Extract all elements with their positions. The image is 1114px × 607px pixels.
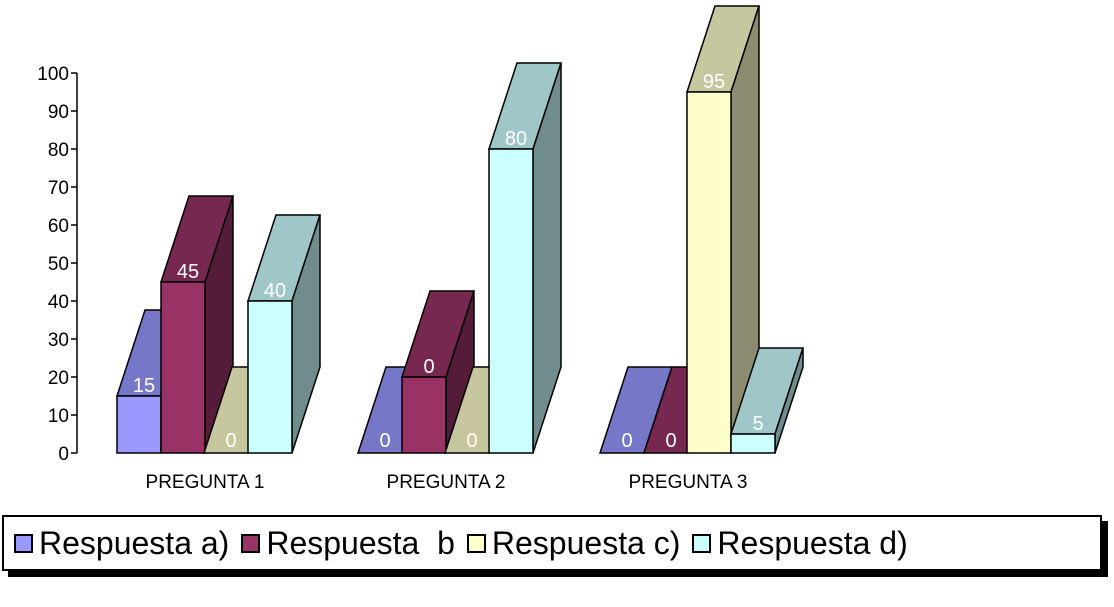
legend-swatch-respuesta-a bbox=[14, 533, 33, 553]
data-label: 0 bbox=[379, 430, 390, 452]
legend-swatch-respuesta-c bbox=[466, 533, 486, 553]
data-label: 80 bbox=[505, 128, 527, 150]
data-label: 0 bbox=[423, 356, 434, 378]
legend-label-respuesta-c: Respuesta c) bbox=[491, 524, 681, 561]
legend-item-respuesta-a: Respuesta a) bbox=[14, 525, 229, 562]
x-axis-labels: PREGUNTA 1 PREGUNTA 2 PREGUNTA 3 bbox=[146, 472, 748, 493]
legend-swatch-respuesta-b bbox=[241, 533, 261, 553]
bar-front-face bbox=[247, 300, 293, 454]
bar bbox=[685, 5, 761, 454]
data-label: 5 bbox=[752, 413, 763, 435]
y-tick-label: 100 bbox=[37, 64, 69, 85]
data-label: 45 bbox=[177, 261, 199, 283]
data-label: 0 bbox=[225, 430, 236, 452]
data-labels: 15 45 0 40 0 0 0 80 0 0 95 5 bbox=[133, 71, 764, 452]
legend-item-respuesta-b: Respuesta b bbox=[241, 525, 455, 562]
bar-front-face bbox=[116, 395, 162, 454]
bar bbox=[159, 195, 235, 454]
legend-label-respuesta-b: Respuesta b bbox=[266, 524, 455, 561]
y-tick-label: 10 bbox=[48, 406, 69, 427]
data-label: 95 bbox=[703, 71, 725, 93]
bar-chart: 0 10 20 30 40 50 60 70 80 90 100 15 45 0 40 0 0 0 80 0 0 95 5… bbox=[37, 5, 805, 493]
data-label: 0 bbox=[466, 430, 477, 452]
data-label: 40 bbox=[264, 280, 286, 302]
bars bbox=[115, 5, 805, 454]
legend-label-respuesta-d: Respuesta d) bbox=[717, 524, 908, 561]
bar-front-face bbox=[401, 376, 447, 454]
bar bbox=[487, 62, 563, 454]
legend-label-respuesta-a: Respuesta a) bbox=[39, 524, 230, 561]
bar bbox=[400, 290, 476, 454]
x-tick-label: PREGUNTA 1 bbox=[146, 472, 265, 493]
data-label: 15 bbox=[133, 375, 155, 397]
legend-item-respuesta-d: Respuesta d) bbox=[692, 524, 908, 562]
data-label: 0 bbox=[621, 430, 632, 452]
bar-front-face bbox=[686, 91, 732, 454]
bar-front-face bbox=[160, 281, 206, 454]
bar-front-face bbox=[488, 148, 534, 454]
y-tick-label: 20 bbox=[48, 368, 69, 389]
y-tick-label: 50 bbox=[48, 254, 69, 275]
x-tick-label: PREGUNTA 2 bbox=[387, 472, 506, 493]
y-tick-label: 0 bbox=[58, 444, 69, 465]
bar bbox=[246, 214, 322, 454]
y-tick-label: 60 bbox=[48, 216, 69, 237]
y-tick-label: 90 bbox=[48, 102, 69, 123]
bar-front-face bbox=[730, 433, 776, 454]
legend-item-respuesta-c: Respuesta c) bbox=[466, 524, 681, 562]
y-axis: 0 10 20 30 40 50 60 70 80 90 100 bbox=[37, 64, 78, 465]
y-tick-label: 30 bbox=[48, 330, 69, 351]
y-tick-label: 70 bbox=[48, 178, 69, 199]
data-label: 0 bbox=[665, 430, 676, 452]
bar bbox=[729, 347, 805, 454]
legend: Respuesta a) Respuesta b Respuesta c) Re… bbox=[2, 515, 1102, 571]
y-tick-label: 80 bbox=[48, 140, 69, 161]
x-tick-label: PREGUNTA 3 bbox=[629, 472, 748, 493]
y-tick-label: 40 bbox=[48, 292, 69, 313]
legend-swatch-respuesta-d bbox=[692, 533, 712, 553]
